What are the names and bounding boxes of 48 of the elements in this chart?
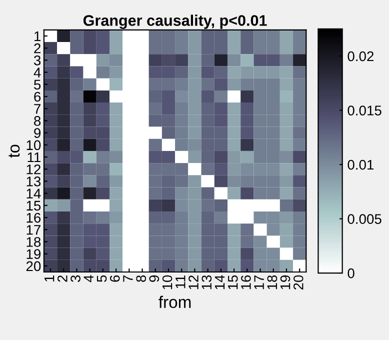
x-tick-label: 20 <box>293 275 304 290</box>
x-tick-label: 1 <box>44 275 54 282</box>
x-tick-label: 16 <box>241 275 251 290</box>
x-tick-label: 5 <box>96 275 107 282</box>
x-tick-label: 3 <box>70 275 80 282</box>
x-tick-label: 7 <box>123 275 133 282</box>
y-tick-label: 1 <box>34 31 40 42</box>
x-tick-label: 4 <box>84 275 94 282</box>
x-tick-label: 10 <box>162 275 172 290</box>
x-tick-label: 14 <box>214 275 225 290</box>
y-tick-label: 15 <box>26 200 41 211</box>
y-tick-label: 14 <box>26 188 41 198</box>
x-tick-label: 13 <box>202 275 212 290</box>
y-tick-label: 13 <box>26 176 41 186</box>
y-tick-label: 12 <box>26 164 40 174</box>
y-tick-label: 2 <box>34 43 40 54</box>
y-tick-label: 9 <box>34 128 41 138</box>
x-tick-label: 9 <box>149 275 160 282</box>
x-tick-label: 15 <box>228 275 238 290</box>
y-tick-label: 10 <box>26 140 41 150</box>
x-tick-label: 8 <box>136 275 146 282</box>
x-tick-label: 19 <box>280 275 290 290</box>
color-bar-label: 0.02 <box>348 51 374 62</box>
x-tick-label: 6 <box>110 275 120 282</box>
y-tick-label: 4 <box>34 68 41 78</box>
y-tick-label: 3 <box>34 56 41 66</box>
y-tick-label: 8 <box>34 116 41 126</box>
x-tick-label: 17 <box>254 275 264 290</box>
y-tick-label: 6 <box>34 92 41 102</box>
x-tick-label: 2 <box>58 275 68 282</box>
y-tick-label: 5 <box>34 80 41 90</box>
y-tick-label: 17 <box>26 225 40 235</box>
x-tick-label: 18 <box>267 275 278 290</box>
y-axis-title: to <box>8 144 20 158</box>
y-tick-label: 11 <box>28 152 41 162</box>
color-bar-label: 0.015 <box>348 106 382 116</box>
y-tick-label: 18 <box>26 237 41 247</box>
x-tick-label: 12 <box>188 275 198 290</box>
color-bar-label: 0.01 <box>348 160 374 170</box>
color-bar-label: 0 <box>348 268 354 278</box>
y-tick-label: 19 <box>26 249 41 260</box>
y-tick-label: 20 <box>26 261 41 272</box>
y-tick-label: 16 <box>26 212 41 223</box>
color-bar-label: 0.005 <box>348 214 382 224</box>
chart-title: Granger causality, p<0.01 <box>83 14 267 29</box>
x-tick-label: 11 <box>176 275 186 288</box>
y-tick-label: 7 <box>34 104 40 114</box>
x-axis-title: from <box>158 296 191 308</box>
